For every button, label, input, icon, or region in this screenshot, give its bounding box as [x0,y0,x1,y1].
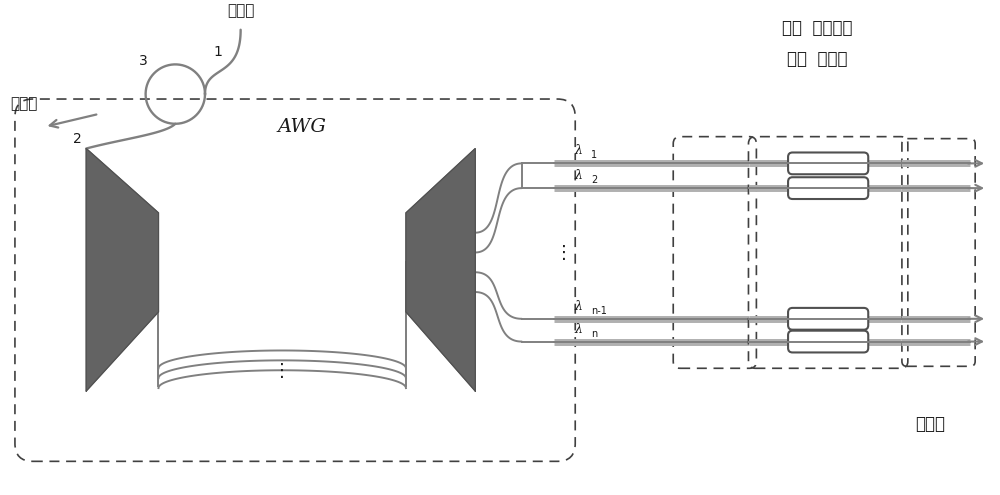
Text: 输入端: 输入端 [227,3,254,18]
FancyBboxPatch shape [788,177,868,199]
Text: 1: 1 [213,45,222,58]
Text: 2: 2 [73,132,82,146]
Text: n-1: n-1 [591,306,607,316]
Text: λ: λ [574,145,582,157]
Text: 控制  调制器: 控制 调制器 [787,50,847,68]
Text: 2: 2 [591,175,597,185]
FancyBboxPatch shape [788,152,868,174]
FancyBboxPatch shape [788,308,868,330]
Text: n: n [591,329,597,339]
Text: ⋮: ⋮ [555,245,573,262]
Text: 反射器: 反射器 [916,415,946,433]
Text: 输出端: 输出端 [10,97,37,111]
Text: λ: λ [574,169,582,182]
Polygon shape [406,148,475,391]
Text: 相位  马赫曾德: 相位 马赫曾德 [782,19,852,37]
Text: 3: 3 [139,54,148,68]
Polygon shape [86,148,158,391]
FancyBboxPatch shape [788,331,868,352]
Text: ⋮: ⋮ [273,362,291,380]
Text: λ: λ [574,300,582,313]
Text: 1: 1 [591,150,597,160]
Text: λ: λ [574,323,582,336]
Text: AWG: AWG [278,118,327,136]
